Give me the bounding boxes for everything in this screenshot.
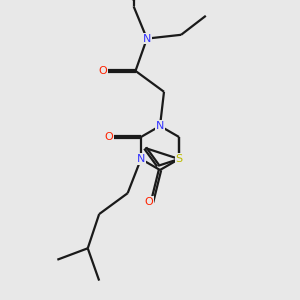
Text: O: O [99, 66, 108, 76]
Text: N: N [143, 34, 151, 44]
Text: N: N [137, 154, 145, 164]
Text: S: S [176, 154, 183, 164]
Text: O: O [104, 132, 113, 142]
Text: N: N [156, 121, 164, 131]
Text: O: O [145, 197, 153, 207]
